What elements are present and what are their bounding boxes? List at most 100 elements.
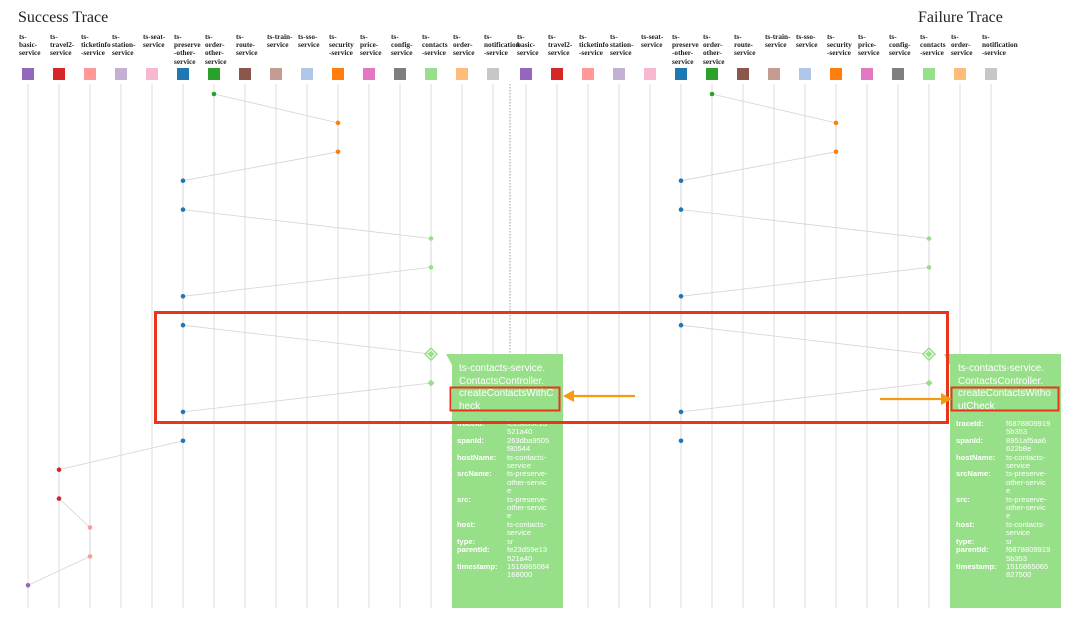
field-key: timestamp: bbox=[956, 561, 997, 571]
field-key: spanId: bbox=[956, 435, 984, 445]
success-span-node-11 bbox=[180, 409, 186, 415]
field-value: ts-contacts- service bbox=[507, 452, 547, 471]
success-span-node-13 bbox=[56, 467, 62, 473]
field-key: src: bbox=[457, 494, 471, 504]
failure-span-method: ts-contacts-service. ContactsController.… bbox=[958, 363, 1051, 412]
failure-tooltip-field-row: src: ts-preserve- other-servic e bbox=[956, 494, 1050, 521]
success-service-label-0: ts- basic- service bbox=[19, 32, 41, 58]
success-selected-span-node bbox=[427, 350, 435, 358]
success-span-node-1 bbox=[335, 120, 341, 126]
success-tooltip-field-row: traceId: fe23d59e13 521a40 bbox=[457, 419, 549, 437]
success-service-swatch-14 bbox=[456, 68, 468, 80]
failure-span-node-8 bbox=[678, 322, 684, 328]
success-edge-13 bbox=[58, 440, 184, 471]
failure-tooltip-field-row: traceId: f6878809919 5b353 bbox=[956, 419, 1050, 437]
success-service-swatch-8 bbox=[270, 68, 282, 80]
success-service-label-14: ts- order- service bbox=[453, 32, 475, 58]
failure-service-label-1: ts- travel2- service bbox=[548, 32, 573, 58]
failure-edge-3 bbox=[680, 151, 837, 182]
success-tooltip-field-row: parentId: fe23d59e13 521a40 bbox=[457, 545, 549, 563]
failure-edge-7 bbox=[680, 267, 930, 297]
field-value: ts-preserve- other-servic e bbox=[1006, 469, 1047, 496]
failure-tooltip-field-row: type: sr bbox=[956, 536, 1050, 546]
success-service-label-8: ts-train- service bbox=[267, 32, 293, 50]
success-trace-title: Success Trace bbox=[18, 9, 109, 26]
success-tooltip-field-row: timestamp: 1516865084 168000 bbox=[457, 561, 549, 580]
success-service-label-3: ts- station- service bbox=[112, 32, 136, 58]
field-value: ts-contacts- service bbox=[1006, 519, 1046, 538]
success-service-label-9: ts-sso- service bbox=[298, 32, 320, 50]
field-value: ts-contacts- service bbox=[1006, 452, 1046, 471]
success-tooltip-field-row: srcName: ts-preserve- other-servic e bbox=[457, 470, 549, 495]
success-service-swatch-13 bbox=[425, 68, 437, 80]
field-value: 263dba9505 f80544 bbox=[507, 435, 550, 454]
success-edge-3 bbox=[182, 151, 339, 182]
field-key: hostName: bbox=[457, 452, 497, 462]
field-key: hostName: bbox=[956, 452, 996, 462]
failure-tooltip-field-row: hostName: ts-contacts- service bbox=[956, 452, 1050, 471]
failure-tooltip-field-row: parentId: f6878809919 5b353 bbox=[956, 545, 1051, 563]
success-tooltip-field-row: host: ts-contacts- service bbox=[457, 519, 549, 538]
field-value: ts-contacts- service bbox=[507, 519, 547, 538]
success-service-swatch-4 bbox=[146, 68, 158, 80]
failure-service-label-6: ts- order- other- service bbox=[703, 32, 725, 66]
success-service-label-7: ts- route- service bbox=[236, 32, 258, 58]
success-service-label-1: ts- travel2- service bbox=[50, 32, 75, 58]
failure-span-node-3 bbox=[678, 178, 684, 183]
failure-span-node-0 bbox=[709, 91, 715, 97]
failure-service-label-10: ts- security -service bbox=[827, 32, 852, 58]
field-value: ts-preserve- other-servic e bbox=[507, 469, 548, 496]
success-span-node-3 bbox=[180, 178, 186, 183]
success-span-node-14 bbox=[56, 496, 62, 501]
success-service-label-4: ts-seat- service bbox=[143, 32, 166, 50]
failure-edge-1 bbox=[711, 93, 837, 124]
success-service-swatch-9 bbox=[301, 68, 313, 80]
success-service-label-2: ts- ticketinfo -service bbox=[81, 32, 111, 58]
success-span-node-10 bbox=[427, 379, 435, 387]
success-span-node-7 bbox=[180, 294, 186, 299]
failure-service-label-7: ts- route- service bbox=[734, 32, 756, 58]
failure-span-node-5 bbox=[926, 236, 932, 241]
field-value: sr bbox=[507, 536, 514, 546]
failure-service-label-0: ts- basic- service bbox=[517, 32, 539, 58]
success-service-label-6: ts- order- other- service bbox=[205, 32, 227, 66]
field-value: fe23d59e13 521a40 bbox=[507, 419, 548, 437]
field-key: timestamp: bbox=[457, 561, 498, 571]
success-span-fields: traceId: fe23d59e13 521a40 spanId: 263dba95… bbox=[457, 419, 550, 580]
failure-service-label-12: ts- config- service bbox=[889, 32, 911, 58]
failure-tooltip-field-row: srcName: ts-preserve- other-servic e bbox=[956, 470, 1050, 495]
field-value: fe23d59e13 521a40 bbox=[507, 545, 548, 563]
failure-span-node-2 bbox=[833, 149, 839, 155]
field-key: host: bbox=[457, 519, 476, 529]
success-tooltip-field-row: type: sr bbox=[457, 536, 549, 546]
failure-edge-5 bbox=[680, 209, 930, 239]
field-key: traceId: bbox=[457, 419, 485, 428]
field-key: host: bbox=[956, 519, 975, 529]
failure-service-swatch-7 bbox=[737, 68, 749, 80]
failure-service-swatch-10 bbox=[830, 68, 842, 80]
success-tooltip-field-row: spanId: 263dba9505 f80544 bbox=[457, 435, 550, 454]
success-edge-17 bbox=[27, 556, 91, 586]
success-service-swatch-15 bbox=[487, 68, 499, 80]
success-span-node-0 bbox=[211, 91, 217, 97]
failure-span-node-10 bbox=[925, 379, 933, 387]
field-value: 1516865065 827500 bbox=[1006, 561, 1049, 580]
success-service-label-11: ts- price- service bbox=[360, 32, 382, 58]
field-key: parentId: bbox=[457, 545, 490, 555]
failure-service-swatch-12 bbox=[892, 68, 904, 80]
field-value: f6878809919 5b353 bbox=[1006, 545, 1051, 563]
failure-service-swatch-14 bbox=[954, 68, 966, 80]
field-key: type: bbox=[457, 536, 476, 546]
failure-service-swatch-2 bbox=[582, 68, 594, 80]
failure-service-label-14: ts- order- service bbox=[951, 32, 973, 58]
failure-service-label-15: ts- notification -service bbox=[982, 32, 1018, 58]
failure-service-label-5: ts- preserve -other- service bbox=[672, 32, 699, 66]
success-service-swatch-3 bbox=[115, 68, 127, 80]
failure-service-label-9: ts-sso- service bbox=[796, 32, 818, 50]
field-value: ts-preserve- other-servic e bbox=[1006, 494, 1047, 521]
success-service-swatch-0 bbox=[22, 68, 34, 80]
success-service-label-10: ts- security -service bbox=[329, 32, 354, 58]
field-key: type: bbox=[956, 536, 975, 546]
success-service-label-13: ts- contacts -service bbox=[422, 32, 448, 58]
